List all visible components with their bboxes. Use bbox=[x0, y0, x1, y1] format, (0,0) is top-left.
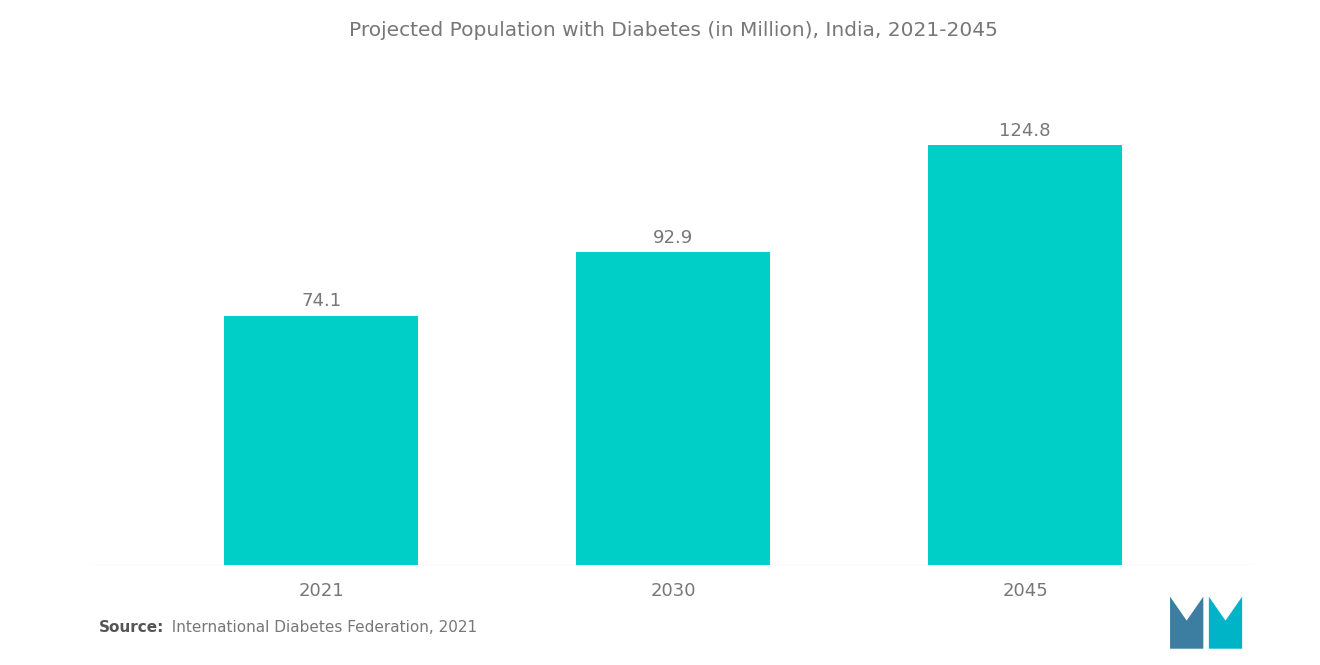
Text: Source:: Source: bbox=[99, 620, 165, 635]
Bar bbox=[928, 145, 1122, 565]
Text: 124.8: 124.8 bbox=[999, 122, 1051, 140]
Text: 74.1: 74.1 bbox=[301, 293, 342, 311]
Polygon shape bbox=[1170, 597, 1204, 649]
Bar bbox=[224, 315, 418, 565]
Polygon shape bbox=[1209, 597, 1242, 649]
Title: Projected Population with Diabetes (in Million), India, 2021-2045: Projected Population with Diabetes (in M… bbox=[348, 21, 998, 40]
Text: International Diabetes Federation, 2021: International Diabetes Federation, 2021 bbox=[162, 620, 478, 635]
Bar bbox=[577, 252, 770, 565]
Text: 92.9: 92.9 bbox=[653, 229, 693, 247]
